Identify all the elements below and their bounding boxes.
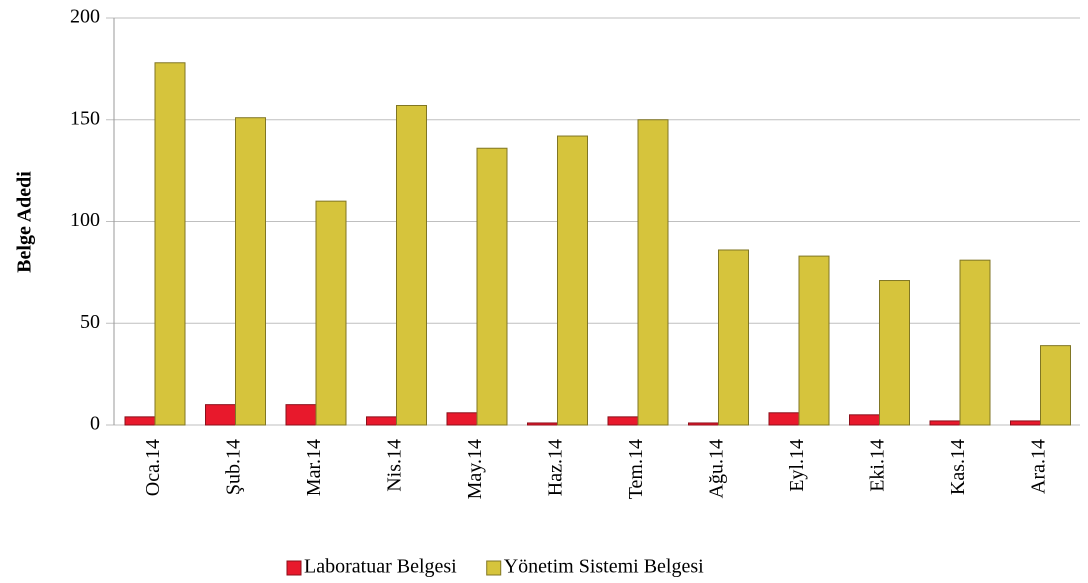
bar <box>637 119 669 426</box>
legend-label: Laboratuar Belgesi <box>304 556 457 578</box>
bar <box>929 420 961 426</box>
bar <box>798 255 830 426</box>
bar <box>959 259 991 426</box>
bar <box>446 412 478 426</box>
y-tick-label: 200 <box>70 6 100 28</box>
bar <box>527 422 558 426</box>
legend-swatch <box>286 560 302 576</box>
y-tick-label: 0 <box>90 413 100 435</box>
x-tick-label: Mar.14 <box>303 439 325 496</box>
bar <box>1010 420 1041 426</box>
bar <box>396 105 427 426</box>
bar <box>124 416 156 426</box>
x-tick-label: May.14 <box>464 439 486 499</box>
bar <box>879 280 910 426</box>
x-tick-label: Tem.14 <box>625 439 647 499</box>
x-tick-label: Haz.14 <box>544 439 566 496</box>
bar <box>1040 345 1071 426</box>
bar <box>315 200 347 426</box>
legend-label: Yönetim Sistemi Belgesi <box>504 556 704 578</box>
y-tick-label: 50 <box>80 311 100 333</box>
bar <box>849 414 880 426</box>
x-tick-label: Ağu.14 <box>705 439 727 498</box>
bar <box>285 404 317 426</box>
bar <box>557 135 588 426</box>
y-tick-label: 100 <box>70 209 100 231</box>
x-tick-label: Oca.14 <box>142 439 164 496</box>
bar <box>476 147 508 426</box>
bar <box>366 416 397 426</box>
bar <box>718 249 749 426</box>
x-tick-label: Şub.14 <box>222 439 244 495</box>
bar <box>688 422 719 426</box>
bar <box>607 416 639 426</box>
legend-swatch <box>486 560 502 576</box>
y-axis-title: Belge Adedi <box>14 171 36 273</box>
x-tick-label: Eki.14 <box>866 439 888 492</box>
y-tick-label: 150 <box>70 107 100 129</box>
x-tick-label: Kas.14 <box>947 439 969 495</box>
x-tick-label: Eyl.14 <box>786 439 808 492</box>
bar <box>205 404 236 426</box>
bar <box>154 62 186 426</box>
x-tick-label: Ara.14 <box>1027 439 1049 494</box>
bar <box>768 412 800 426</box>
bar <box>235 117 266 426</box>
x-tick-label: Nis.14 <box>383 439 405 492</box>
